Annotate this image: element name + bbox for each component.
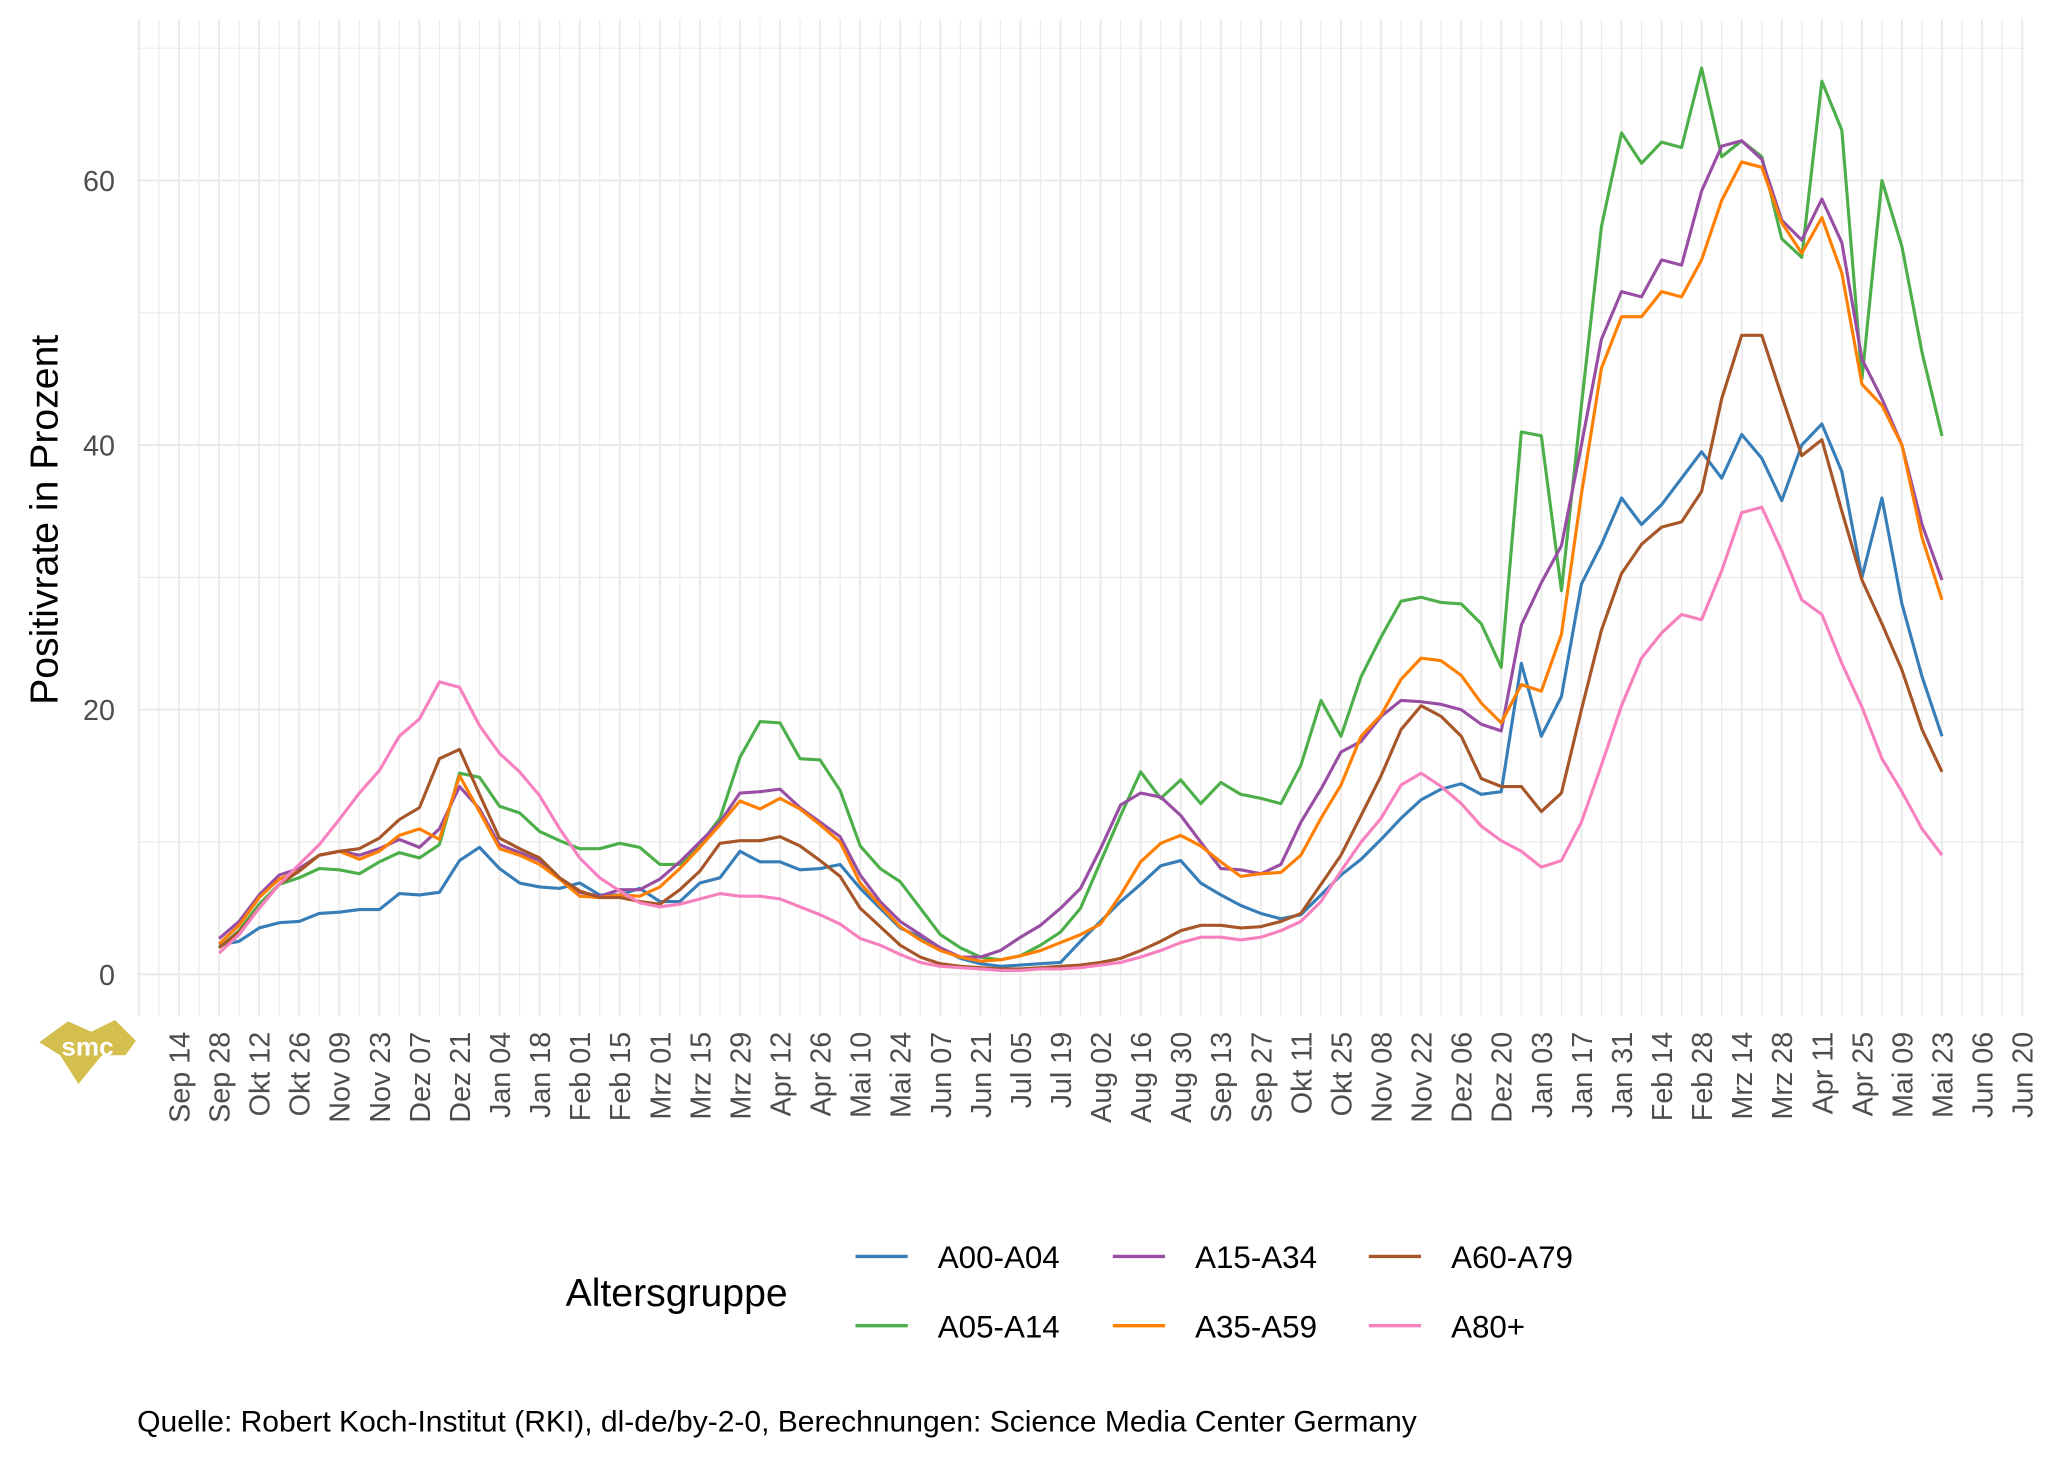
x-tick-label: Dez 06 — [1447, 1032, 1479, 1123]
x-tick-label: Nov 09 — [325, 1032, 357, 1123]
y-tick-label: 0 — [99, 960, 115, 992]
x-tick-label: Sep 13 — [1206, 1032, 1238, 1123]
x-tick-label: Mrz 01 — [645, 1032, 677, 1120]
x-tick-label: Aug 02 — [1086, 1032, 1118, 1123]
legend: Altersgruppe A00-A04 A05-A14 A15-A34 A35-A5… — [566, 1240, 1573, 1344]
x-tick-label: Dez 20 — [1487, 1032, 1519, 1123]
x-tick-label: Nov 08 — [1367, 1032, 1399, 1123]
x-tick-label: Feb 14 — [1647, 1032, 1679, 1121]
x-tick-label: Mai 24 — [886, 1032, 918, 1118]
x-tick-label: Dez 07 — [405, 1032, 437, 1123]
x-tick-label: Mrz 15 — [685, 1032, 717, 1120]
x-tick-label: Mrz 29 — [725, 1032, 757, 1120]
x-tick-label: Aug 16 — [1126, 1032, 1158, 1123]
series-line-a00-a04 — [218, 422, 1944, 968]
legend-label: A00-A04 — [938, 1240, 1060, 1275]
series-line-a60-a79 — [218, 333, 1944, 971]
x-tick-label: Dez 21 — [445, 1032, 477, 1123]
x-tick-label: Okt 26 — [285, 1032, 317, 1117]
legend-title: Altersgruppe — [566, 1272, 788, 1315]
x-tick-label: Jun 07 — [926, 1032, 958, 1118]
smc-logo-shape — [39, 1020, 136, 1085]
x-tick-label: Jun 21 — [966, 1032, 998, 1118]
x-tick-label: Aug 30 — [1166, 1032, 1198, 1123]
x-tick-label: Mrz 28 — [1767, 1032, 1799, 1120]
x-tick-label: Mai 09 — [1887, 1032, 1919, 1118]
source-caption: Quelle: Robert Koch-Institut (RKI), dl-d… — [137, 1405, 1417, 1438]
x-tick-label: Jan 03 — [1527, 1032, 1559, 1118]
x-tick-label: Mai 23 — [1928, 1032, 1960, 1118]
legend-label: A35-A59 — [1195, 1309, 1317, 1344]
x-tick-label: Sep 28 — [204, 1032, 236, 1123]
legend-item: A00-A04 — [855, 1240, 1060, 1275]
legend-label: A05-A14 — [938, 1309, 1060, 1344]
legend-item: A05-A14 — [855, 1309, 1060, 1344]
y-tick-label: 40 — [83, 431, 115, 463]
legend-item: A35-A59 — [1112, 1309, 1317, 1344]
legend-label: A60-A79 — [1451, 1240, 1573, 1275]
series-line-a80plus — [218, 505, 1944, 972]
x-tick-label: Jun 20 — [2008, 1032, 2040, 1118]
legend-label: A80+ — [1451, 1309, 1525, 1344]
x-tick-label: Feb 01 — [565, 1032, 597, 1121]
x-tick-label: Okt 25 — [1326, 1032, 1358, 1117]
smc-logo: smc — [39, 1020, 136, 1085]
x-tick-label: Okt 12 — [245, 1032, 277, 1117]
x-tick-label: Nov 23 — [365, 1032, 397, 1123]
x-tick-label: Jan 04 — [485, 1032, 517, 1118]
y-axis-ticks: 0 20 40 60 — [83, 166, 115, 992]
x-tick-label: Jun 06 — [1968, 1032, 2000, 1118]
x-tick-label: Nov 22 — [1407, 1032, 1439, 1123]
series-line-a35-a59 — [218, 160, 1944, 963]
x-tick-label: Sep 27 — [1246, 1032, 1278, 1123]
x-tick-label: Jan 31 — [1607, 1032, 1639, 1118]
x-tick-label: Sep 14 — [164, 1032, 196, 1123]
x-tick-label: Apr 26 — [806, 1032, 838, 1117]
x-axis-ticks: Sep 14 Sep 28 Okt 12 Okt 26 Nov 09 Nov 23 Dez … — [164, 1032, 2039, 1123]
x-tick-label: Jul 05 — [1006, 1032, 1038, 1109]
x-tick-label: Feb 15 — [605, 1032, 637, 1121]
x-tick-label: Jan 18 — [525, 1032, 557, 1118]
series-line-a05-a14 — [218, 66, 1944, 962]
y-axis-title: Positivrate in Prozent — [24, 335, 67, 705]
x-tick-label: Apr 25 — [1847, 1032, 1879, 1117]
smc-logo-text: smc — [61, 1031, 113, 1061]
series-lines — [218, 66, 1944, 972]
legend-item: A60-A79 — [1368, 1240, 1573, 1275]
x-tick-label: Apr 12 — [765, 1032, 797, 1117]
x-tick-label: Jul 19 — [1046, 1032, 1078, 1109]
y-tick-label: 20 — [83, 695, 115, 727]
legend-label: A15-A34 — [1195, 1240, 1317, 1275]
x-tick-label: Mrz 14 — [1727, 1032, 1759, 1120]
series-line-a15-a34 — [218, 139, 1944, 959]
x-tick-label: Okt 11 — [1286, 1032, 1318, 1114]
legend-item: A80+ — [1368, 1309, 1525, 1344]
y-tick-label: 60 — [83, 166, 115, 198]
x-tick-label: Apr 11 — [1807, 1032, 1839, 1114]
x-tick-label: Feb 28 — [1687, 1032, 1719, 1121]
legend-item: A15-A34 — [1112, 1240, 1317, 1275]
x-tick-label: Jan 17 — [1567, 1032, 1599, 1118]
x-tick-label: Mai 10 — [846, 1032, 878, 1118]
